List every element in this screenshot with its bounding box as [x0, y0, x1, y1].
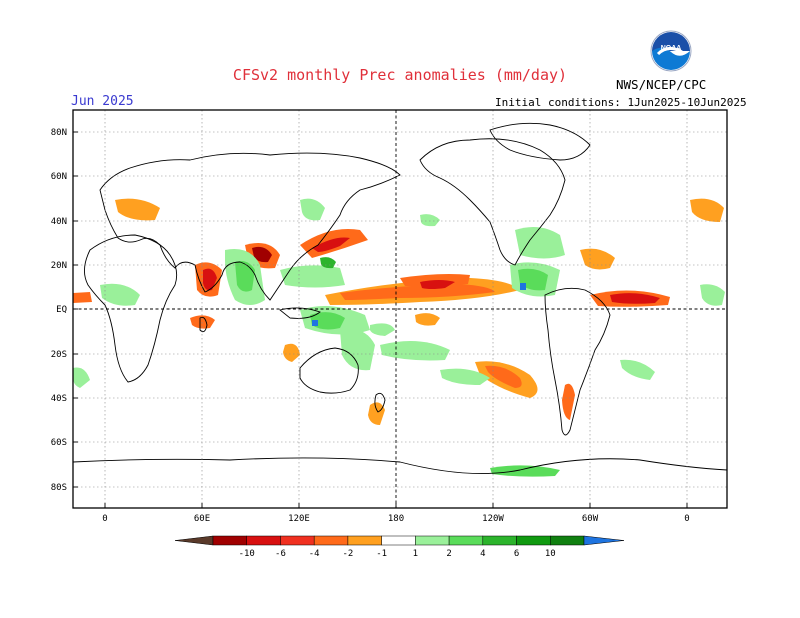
colorbar-swatch — [448, 535, 484, 546]
colorbar-label: -4 — [309, 549, 320, 559]
latitude-labels: 80N 60N 40N 20N EQ 20S 40S 60S 80S — [51, 128, 67, 493]
anomaly-shading — [73, 198, 725, 477]
colorbar-label: 1 — [413, 549, 418, 559]
forecast-month: Jun 2025 — [71, 94, 134, 109]
lat-label: 20S — [51, 350, 67, 360]
colorbar-min-arrow — [174, 535, 214, 546]
colorbar-label: -10 — [239, 549, 255, 559]
agency-label: NWS/NCEP/CPC — [616, 77, 707, 92]
initial-conditions: Initial conditions: 1Jun2025-10Jun2025 — [495, 96, 747, 109]
colorbar-swatch — [381, 535, 416, 546]
lon-label: 60E — [194, 514, 210, 524]
colorbar-label: 6 — [514, 549, 519, 559]
lat-label: EQ — [56, 305, 67, 315]
equator-dateline — [73, 110, 727, 508]
noaa-logo: NOAA — [650, 30, 692, 72]
lon-label: 0 — [102, 514, 107, 524]
colorbar-swatch — [482, 535, 517, 546]
colorbar-swatch — [516, 535, 551, 546]
colorbar-label: -1 — [376, 549, 387, 559]
colorbar-label: -2 — [342, 549, 353, 559]
colorbar-swatch — [415, 535, 450, 546]
lon-label: 0 — [684, 514, 689, 524]
colorbar-swatch — [347, 535, 382, 546]
colorbar-swatch — [313, 535, 349, 546]
graticule — [73, 110, 727, 508]
colorbar-swatch — [246, 535, 281, 546]
colorbar-swatch — [212, 535, 247, 546]
lon-label: 120E — [288, 514, 310, 524]
map-title: CFSv2 monthly Prec anomalies (mm/day) — [232, 66, 568, 84]
colorbar-swatch — [280, 535, 315, 546]
lon-label: 120W — [482, 514, 504, 524]
colorbar-label: 10 — [545, 549, 556, 559]
lat-label: 40S — [51, 394, 67, 404]
logo-text: NOAA — [661, 45, 682, 52]
colorbar-swatch — [550, 535, 585, 546]
lat-label: 60N — [51, 172, 67, 182]
lon-label: 180 — [388, 514, 404, 524]
colorbar-label: -6 — [275, 549, 286, 559]
ticks — [73, 131, 688, 508]
colorbar-max-arrow — [583, 535, 625, 546]
lat-label: 80S — [51, 483, 67, 493]
lat-label: 60S — [51, 438, 67, 448]
lat-label: 40N — [51, 217, 67, 227]
longitude-labels: 0 60E 120E 180 120W 60W 0 — [102, 514, 689, 524]
continent-outlines — [73, 122, 727, 475]
colorbar-label: 4 — [480, 549, 485, 559]
lon-label: 60W — [582, 514, 599, 524]
colorbar-legend: -10 -6 -4 -2 -1 1 2 4 6 10 — [174, 535, 625, 559]
colorbar-label: 2 — [446, 549, 451, 559]
lat-label: 20N — [51, 261, 67, 271]
lat-label: 80N — [51, 128, 67, 138]
